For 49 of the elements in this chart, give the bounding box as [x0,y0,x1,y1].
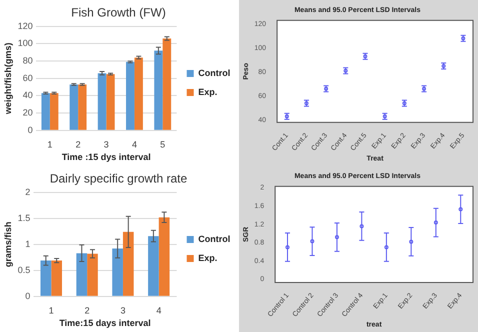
x-tick-label: 4 [132,139,137,150]
legend-label: Control [198,234,230,244]
bar [162,38,172,130]
chart-title: Fish Growth (FW) [71,6,166,20]
bar [154,50,163,130]
bar [158,217,170,296]
x-tick-label: 4 [156,305,162,316]
x-tick-label: 1 [47,139,52,150]
y-tick-label: 0 [25,290,30,301]
bar [76,253,88,296]
y-tick-label: 60 [22,72,33,83]
y-tick-label: 120 [18,20,33,31]
bar [98,73,106,130]
bar [41,93,50,130]
bar [70,84,78,130]
legend-label: Exp. [198,86,218,97]
x-tick-label: 3 [104,139,109,150]
bar [112,248,123,296]
bar [134,58,143,130]
bar [126,62,134,130]
bar [78,84,87,130]
bar [40,260,52,296]
x-tick-label: 2 [76,139,81,150]
x-tick-label: 5 [160,139,166,150]
x-tick-label: 2 [84,305,90,316]
x-axis-title: Time :15 dys interval [62,152,151,162]
chart-title: Dairly specific growth rate [50,172,188,186]
y-tick-label: 20 [22,108,33,118]
y-tick-label: 40 [22,90,33,100]
bar [106,74,115,130]
legend-label: Control [198,68,230,78]
y-axis-title: weight/fish(gms) [2,42,13,116]
legend-label: Exp. [198,252,218,263]
y-tick-label: 0 [28,124,33,135]
bar [51,260,62,296]
bar [122,232,134,296]
y-axis-title: grams/fish [2,222,13,268]
y-tick-label: 0.5 [18,264,30,275]
bar [87,254,98,296]
y-tick-label: 100 [18,38,33,48]
x-tick-label: 1 [48,305,54,316]
bar [50,93,58,130]
x-tick-label: 3 [120,305,126,316]
bar [148,236,159,296]
y-tick-label: 2 [25,186,30,197]
x-axis-title: Time:15 days interval [59,318,151,328]
y-tick-label: 1 [25,238,30,249]
y-tick-label: 80 [22,56,33,66]
y-tick-label: 1.5 [18,212,30,223]
